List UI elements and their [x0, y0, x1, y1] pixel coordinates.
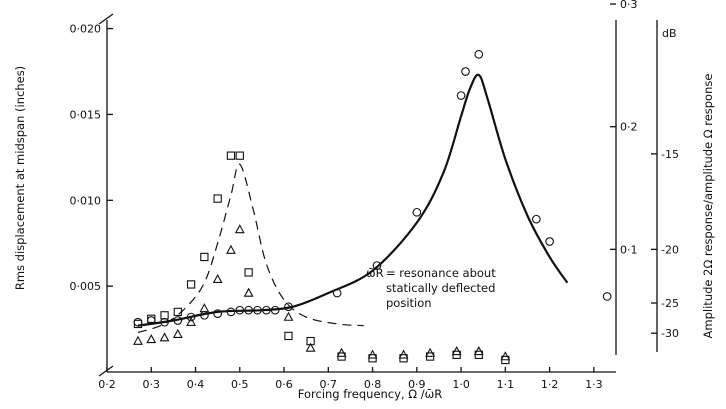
- circle-point: [226, 307, 236, 317]
- db-tick-label: -25: [661, 297, 679, 310]
- y-tick-label: 0·005: [70, 280, 102, 293]
- y2-axis-label: Amplitude 2Ω response/amplitude Ω respon…: [701, 74, 715, 339]
- y-tick-label: 0·010: [70, 194, 102, 207]
- annotation-symbol: ω̄R: [366, 266, 384, 280]
- circle-point: [602, 292, 612, 301]
- circle-point: [412, 207, 422, 217]
- db-label: dB: [662, 27, 677, 40]
- x-tick-label: 0·3: [143, 378, 161, 391]
- triangle-point: [186, 316, 197, 326]
- y-tick-label: 0·015: [70, 108, 102, 121]
- x-tick-label: 0·4: [187, 378, 205, 391]
- circle-point: [461, 67, 470, 76]
- circle-point: [545, 237, 554, 246]
- square-point: [160, 311, 169, 320]
- annotation-line-3: position: [386, 296, 432, 310]
- square-point: [226, 151, 236, 160]
- triangle-point: [159, 332, 170, 342]
- square-point: [284, 331, 293, 341]
- circle-point: [235, 305, 245, 315]
- x-tick-label: 1·1: [497, 378, 515, 391]
- axes: [98, 3, 658, 377]
- triangle-point: [212, 273, 223, 284]
- ratio-tick-label: 0·1: [620, 243, 638, 256]
- x-tick-label: 0·2: [98, 378, 116, 391]
- circle-point: [261, 305, 271, 315]
- circle-point: [173, 316, 183, 325]
- circle-point: [531, 214, 541, 224]
- annotation-line-1: = resonance about: [386, 266, 496, 280]
- triangle-point: [367, 349, 378, 359]
- circle-point: [186, 312, 196, 322]
- x-tick-label: 0·6: [275, 378, 293, 391]
- triangle-point: [500, 351, 511, 361]
- x-tick-label: 1·3: [585, 378, 603, 391]
- x-tick-label: 0·8: [364, 378, 382, 391]
- circle-point: [244, 305, 253, 315]
- triangle-point: [283, 311, 294, 321]
- circle-point: [213, 309, 223, 318]
- circle-point: [474, 49, 484, 59]
- triangle-point: [199, 303, 210, 313]
- annotation-line-2: statically deflected: [386, 281, 495, 295]
- ratio-tick-label: 0·3: [620, 0, 638, 11]
- x-axis-label: Forcing frequency, Ω /ω̄R: [298, 387, 442, 401]
- y-axis-break-top: [98, 13, 114, 25]
- triangle-point: [398, 349, 409, 359]
- solid-curve: [137, 73, 569, 327]
- triangle-point: [305, 342, 316, 352]
- x-tick-label: 0·7: [320, 378, 338, 391]
- db-tick-label: -20: [661, 243, 679, 256]
- triangle-point: [451, 346, 462, 356]
- triangle-point: [473, 346, 484, 356]
- triangle-point: [133, 335, 143, 345]
- triangle-point: [234, 224, 245, 234]
- triangle-point: [425, 347, 436, 357]
- square-point: [147, 314, 156, 323]
- square-point: [235, 151, 244, 160]
- curves: [137, 73, 569, 334]
- square-point: [133, 319, 143, 329]
- circle-point: [456, 91, 466, 100]
- triangle-point: [336, 347, 347, 357]
- triangle-point: [243, 287, 254, 297]
- db-tick-label: -30: [661, 327, 679, 340]
- circle-point: [270, 305, 280, 315]
- x-tick-label: 0·5: [231, 378, 249, 391]
- square-point: [173, 307, 182, 317]
- triangle-point: [172, 328, 183, 338]
- y-axis-break-bottom: [98, 365, 114, 377]
- ratio-tick-label: 0·2: [620, 121, 638, 134]
- square-point: [186, 280, 196, 289]
- x-tick-label: 0·9: [408, 378, 426, 391]
- y-axis-label: Rms displacement at midspan (inches): [13, 66, 27, 290]
- square-point: [244, 268, 253, 277]
- triangle-point: [146, 334, 157, 344]
- markers: [133, 49, 612, 365]
- circle-point: [253, 305, 262, 315]
- tick-labels: 0·2 0·3 0·4 0·5 0·6 0·7 0·8 0·9 1·0 1·1 1·2 1·3 0·00…: [70, 0, 679, 391]
- x-tick-label: 1·2: [541, 378, 559, 391]
- y-tick-label: 0·020: [70, 23, 102, 36]
- db-tick-label: -15: [661, 148, 679, 161]
- annotation: ω̄R = resonance about statically deflect…: [366, 266, 496, 310]
- triangle-point: [226, 244, 236, 254]
- circle-point: [284, 302, 293, 312]
- square-point: [213, 194, 222, 203]
- square-point: [200, 252, 209, 262]
- dashed-curve: [137, 163, 364, 334]
- circle-point: [372, 261, 382, 270]
- x-tick-label: 1·0: [452, 378, 470, 391]
- circle-point: [332, 288, 342, 298]
